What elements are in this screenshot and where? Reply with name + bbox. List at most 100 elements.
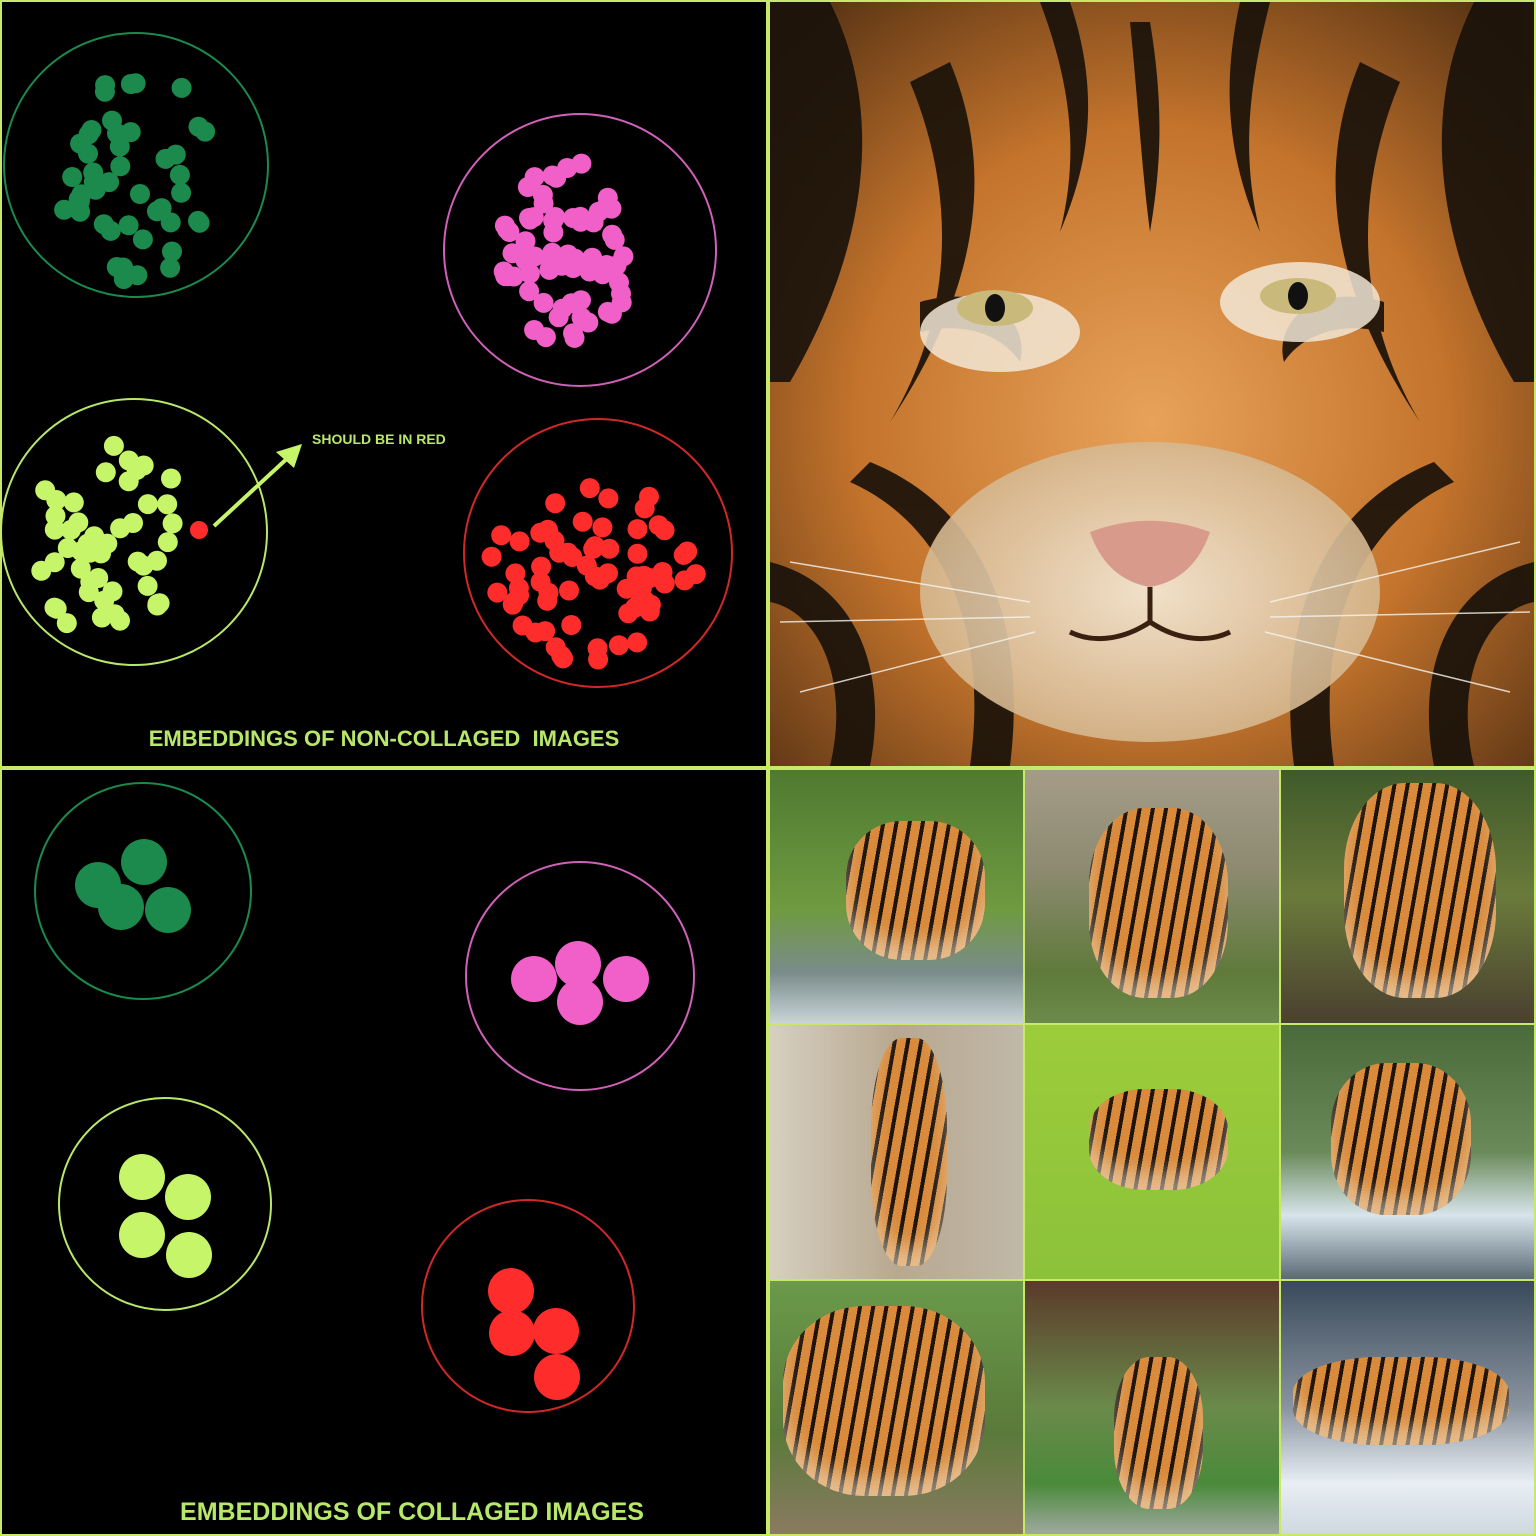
embedding-point-dark-green bbox=[169, 164, 190, 185]
embedding-point-light-green bbox=[119, 1154, 165, 1200]
embedding-point-light-green bbox=[46, 598, 67, 619]
embedding-point-pink bbox=[551, 255, 572, 276]
embedding-point-pink bbox=[523, 207, 544, 228]
collage-tile bbox=[770, 1025, 1024, 1279]
embedding-point-red bbox=[640, 594, 661, 615]
embedding-point-red bbox=[673, 544, 694, 565]
collage-tile bbox=[1025, 770, 1279, 1024]
embedding-point-dark-green bbox=[171, 182, 192, 203]
embedding-point-dark-green bbox=[160, 212, 181, 233]
cluster-boundary-red bbox=[421, 1199, 635, 1413]
embedding-point-red bbox=[579, 478, 600, 499]
embedding-point-dark-green bbox=[71, 184, 92, 205]
embedding-point-pink bbox=[571, 290, 591, 311]
embedding-point-light-green bbox=[165, 1174, 211, 1220]
embedding-point-pink bbox=[524, 246, 545, 267]
collage-tile bbox=[1280, 1280, 1534, 1534]
embedding-point-red bbox=[598, 488, 619, 509]
embedding-point-red bbox=[488, 1268, 534, 1314]
embedding-point-pink bbox=[535, 327, 556, 348]
embedding-point-light-green bbox=[162, 513, 183, 534]
embedding-point-red bbox=[487, 582, 508, 603]
collaged-embeddings-panel: EMBEDDINGS OF COLLAGED IMAGES bbox=[2, 770, 766, 1534]
embedding-point-red bbox=[627, 632, 648, 653]
embedding-point-red bbox=[627, 543, 648, 564]
embedding-point-pink bbox=[602, 224, 623, 245]
embedding-point-dark-green bbox=[62, 167, 83, 187]
embedding-point-red bbox=[553, 648, 574, 669]
embedding-point-dark-green bbox=[120, 122, 141, 143]
embedding-point-red bbox=[654, 520, 675, 541]
embedding-point-pink bbox=[552, 298, 573, 319]
embedding-point-light-green bbox=[137, 494, 158, 515]
embedding-point-red bbox=[598, 563, 618, 584]
tiger-face-image bbox=[770, 2, 1534, 766]
embedding-point-pink bbox=[601, 303, 622, 324]
embedding-point-pink bbox=[596, 255, 617, 275]
embedding-point-pink bbox=[519, 263, 540, 284]
panel-title: EMBEDDINGS OF NON-COLLAGED IMAGES bbox=[149, 726, 620, 751]
embedding-point-red bbox=[572, 511, 593, 532]
tiger-closeup-photo bbox=[770, 2, 1534, 766]
embedding-point-red bbox=[654, 573, 675, 594]
cluster-boundary-light-green bbox=[2, 398, 268, 666]
tiger-figure bbox=[845, 820, 986, 960]
embedding-point-light-green bbox=[56, 613, 77, 634]
collage-tile bbox=[770, 770, 1024, 1024]
embedding-point-light-green bbox=[88, 568, 109, 588]
tiger-figure bbox=[782, 1305, 986, 1496]
embedding-point-red bbox=[535, 621, 556, 642]
cluster-boundary-pink bbox=[465, 861, 695, 1091]
embedding-point-pink bbox=[579, 261, 600, 282]
embedding-point-light-green bbox=[103, 435, 124, 456]
collage-tile bbox=[1280, 770, 1534, 1024]
embedding-point-dark-green bbox=[110, 156, 131, 177]
embedding-point-light-green bbox=[102, 581, 123, 602]
embedding-point-dark-green bbox=[78, 143, 98, 164]
embedding-point-red bbox=[531, 556, 552, 577]
embedding-point-red bbox=[512, 615, 533, 636]
embedding-point-pink bbox=[595, 197, 616, 218]
embedding-point-red bbox=[634, 498, 655, 519]
annotation-label: SHOULD BE IN RED bbox=[312, 431, 446, 447]
embedding-point-red bbox=[587, 638, 608, 659]
embedding-point-light-green bbox=[166, 1232, 212, 1278]
embedding-point-red bbox=[509, 531, 530, 552]
embedding-point-pink bbox=[545, 207, 566, 227]
embedding-point-dark-green bbox=[171, 77, 192, 98]
embedding-point-red bbox=[559, 580, 579, 601]
embedding-point-dark-green bbox=[99, 172, 120, 193]
tiger-collage bbox=[770, 770, 1534, 1534]
embedding-point-pink bbox=[557, 979, 603, 1025]
embedding-point-light-green bbox=[147, 594, 168, 614]
embedding-point-dark-green bbox=[102, 110, 122, 131]
embedding-point-dark-green bbox=[81, 120, 102, 140]
tiger-figure bbox=[871, 1037, 948, 1266]
cluster-boundary-red bbox=[463, 418, 733, 688]
embedding-point-light-green bbox=[78, 582, 99, 603]
embedding-point-light-green bbox=[126, 460, 147, 480]
embedding-point-dark-green bbox=[146, 201, 167, 222]
embedding-point-red bbox=[599, 538, 620, 559]
annotation-arrow bbox=[212, 452, 294, 528]
embedding-point-pink bbox=[578, 312, 599, 333]
tiger-figure bbox=[1088, 1088, 1228, 1190]
embedding-point-pink bbox=[555, 941, 601, 987]
embedding-point-light-green bbox=[57, 538, 78, 558]
embedding-point-dark-green bbox=[130, 184, 150, 204]
cluster-boundary-light-green bbox=[58, 1097, 272, 1311]
embedding-point-dark-green bbox=[120, 74, 141, 94]
non-collaged-embeddings-panel: SHOULD BE IN RED EMBEDDINGS OF NON-COLLA… bbox=[2, 2, 766, 766]
embedding-point-pink bbox=[533, 292, 554, 313]
embedding-point-red bbox=[533, 1308, 579, 1354]
embedding-point-light-green bbox=[44, 519, 65, 540]
embedding-point-pink bbox=[609, 272, 629, 293]
embedding-point-pink bbox=[570, 206, 591, 227]
embedding-point-pink bbox=[517, 177, 538, 197]
non-collaged-scatter: SHOULD BE IN RED EMBEDDINGS OF NON-COLLA… bbox=[2, 32, 733, 751]
embedding-point-red bbox=[491, 525, 512, 546]
tiger-figure bbox=[1331, 1063, 1471, 1216]
embedding-point-red bbox=[481, 546, 502, 567]
embedding-point-dark-green bbox=[100, 220, 121, 241]
collage-tile bbox=[1025, 1280, 1279, 1534]
